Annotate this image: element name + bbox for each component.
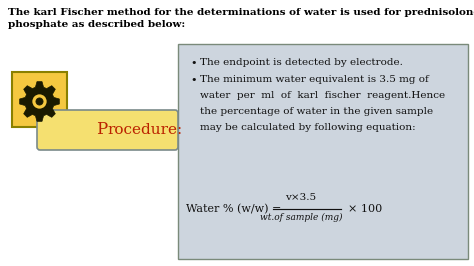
Text: × 100: × 100 xyxy=(348,204,382,214)
Text: The minimum water equivalent is 3.5 mg of: The minimum water equivalent is 3.5 mg o… xyxy=(200,75,429,84)
Text: •: • xyxy=(190,75,197,85)
Text: the percentage of water in the given sample: the percentage of water in the given sam… xyxy=(200,107,433,116)
Text: wt.of sample (mg): wt.of sample (mg) xyxy=(260,213,342,222)
Circle shape xyxy=(31,94,47,110)
Text: may be calculated by following equation:: may be calculated by following equation: xyxy=(200,123,416,132)
FancyBboxPatch shape xyxy=(178,44,468,259)
FancyBboxPatch shape xyxy=(37,110,178,150)
Text: rocedure:: rocedure: xyxy=(108,123,183,137)
Text: Water % (w/w) =: Water % (w/w) = xyxy=(186,204,285,214)
Text: The karl Fischer method for the determinations of water is used for prednisolone: The karl Fischer method for the determin… xyxy=(8,8,474,29)
Text: v×3.5: v×3.5 xyxy=(285,193,317,202)
Text: water  per  ml  of  karl  fischer  reagent.Hence: water per ml of karl fischer reagent.Hen… xyxy=(200,91,445,100)
Polygon shape xyxy=(19,82,59,121)
FancyBboxPatch shape xyxy=(12,72,67,127)
Text: •: • xyxy=(190,58,197,68)
Text: The endpoint is detected by electrode.: The endpoint is detected by electrode. xyxy=(200,58,403,67)
Circle shape xyxy=(36,98,43,105)
Text: P: P xyxy=(96,122,108,139)
